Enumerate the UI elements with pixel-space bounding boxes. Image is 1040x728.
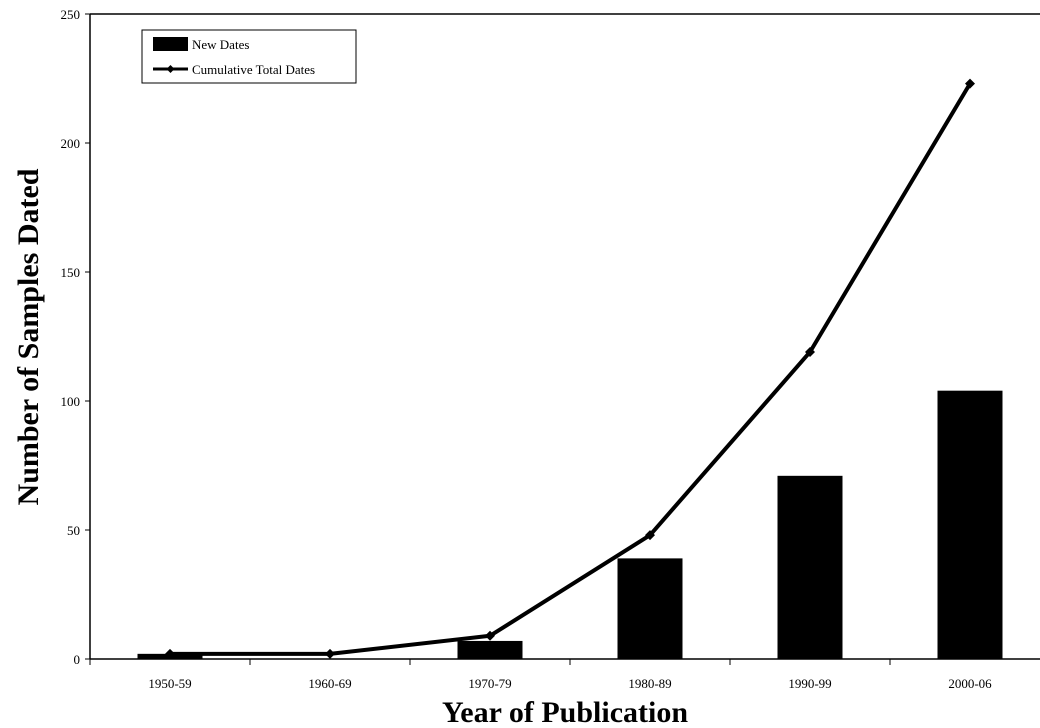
cumulative-point: [645, 530, 655, 541]
cumulative-point: [485, 630, 495, 641]
bar-new-dates: [457, 640, 523, 659]
cumulative-point: [165, 648, 175, 659]
y-tick-label: 50: [67, 523, 80, 538]
x-tick-label: 1980-89: [628, 676, 671, 691]
bar-new-dates: [777, 475, 843, 659]
cumulative-point: [805, 346, 815, 357]
cumulative-line: [170, 82, 972, 656]
y-axis-ticks: 0 50 100 150 200 250: [61, 7, 90, 667]
x-tick-label: 1960-69: [308, 676, 351, 691]
cumulative-point: [325, 648, 335, 659]
plot-area: [89, 13, 1040, 660]
x-axis-ticks: 1950-59 1960-69 1970-79 1980-89 1990-99 2000-…: [89, 659, 992, 691]
line-series-cumulative: [165, 78, 975, 659]
bar-series-new-dates: [137, 390, 1003, 659]
bar-new-dates: [937, 390, 1003, 659]
x-tick-label: 1990-99: [788, 676, 831, 691]
x-tick-label: 1970-79: [468, 676, 511, 691]
legend-swatch-new-dates: [153, 37, 188, 51]
legend-label-cumulative: Cumulative Total Dates: [192, 62, 315, 77]
y-tick-label: 200: [61, 136, 81, 151]
y-tick-label: 250: [61, 7, 81, 22]
legend: New Dates Cumulative Total Dates: [141, 29, 357, 84]
y-tick-label: 100: [61, 394, 81, 409]
bar-new-dates: [617, 558, 683, 659]
y-axis-title: Number of Samples Dated: [12, 168, 45, 505]
x-axis-title: Year of Publication: [442, 696, 688, 728]
x-tick-label: 2000-06: [948, 676, 992, 691]
cumulative-point: [965, 78, 975, 89]
legend-swatch-cumulative-marker: [166, 65, 175, 73]
x-tick-label: 1950-59: [148, 676, 191, 691]
legend-label-new-dates: New Dates: [192, 37, 249, 52]
y-tick-label: 0: [74, 652, 81, 667]
y-tick-label: 150: [61, 265, 81, 280]
